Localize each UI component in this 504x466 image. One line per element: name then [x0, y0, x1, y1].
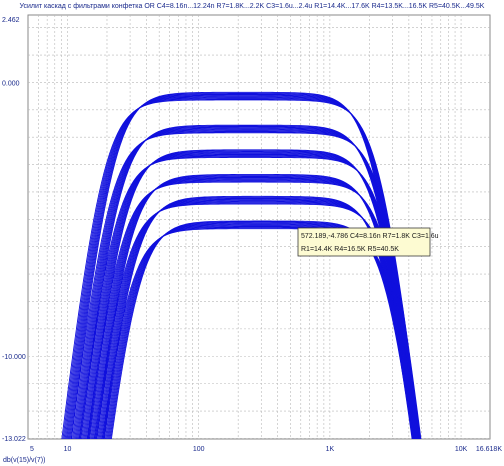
response-curve — [109, 222, 415, 439]
response-curve — [79, 157, 421, 439]
y-tick-labels: 2.462 0.000 -10.000 -13.022 — [2, 17, 26, 443]
response-curve — [72, 131, 421, 439]
response-curve — [101, 228, 419, 439]
y-tick-label: -13.022 — [2, 436, 26, 443]
response-curve — [103, 195, 413, 439]
chart-title: Усилит каскад с фильтрами конфетка OR C4… — [20, 3, 485, 10]
response-curve — [106, 224, 417, 439]
response-curve — [103, 226, 418, 439]
y-tick-label: 0.000 — [2, 80, 20, 87]
response-curve — [102, 227, 419, 439]
x-tick-label: 16.618K — [476, 446, 502, 453]
cursor-line-2: R1=14.4K R4=16.5K R5=40.5K — [301, 246, 399, 253]
cursor-readout: 572.189,-4.786 C4=8.16n R7=1.8K C3=1.6u … — [297, 227, 439, 257]
y-tick-label: 2.462 — [2, 17, 20, 24]
curve-group — [61, 91, 422, 439]
y-tick-label: -10.000 — [2, 354, 26, 361]
cursor-line-1: 572.189,-4.786 C4=8.16n R7=1.8K C3=1.6u — [301, 233, 439, 240]
x-tick-label: 5 — [30, 446, 34, 453]
response-curve — [87, 181, 420, 439]
response-curve — [107, 223, 416, 439]
response-curve — [105, 225, 417, 439]
x-tick-label: 1K — [326, 446, 335, 453]
x-tick-labels: 5 10 100 1K 10K 16.618K — [30, 446, 502, 453]
response-curve — [96, 174, 414, 439]
response-curve — [80, 156, 420, 439]
cursor-tooltip-box — [297, 227, 431, 257]
response-curve — [109, 221, 414, 439]
response-curve — [71, 132, 422, 439]
x-tick-label: 10K — [455, 446, 468, 453]
x-tick-label: 100 — [193, 446, 205, 453]
plot-frame — [27, 14, 491, 440]
x-axis-label: db(v(15)/v(7)) — [3, 457, 45, 464]
x-tick-label: 10 — [64, 446, 72, 453]
response-curve — [108, 223, 416, 439]
response-curve — [110, 220, 414, 439]
